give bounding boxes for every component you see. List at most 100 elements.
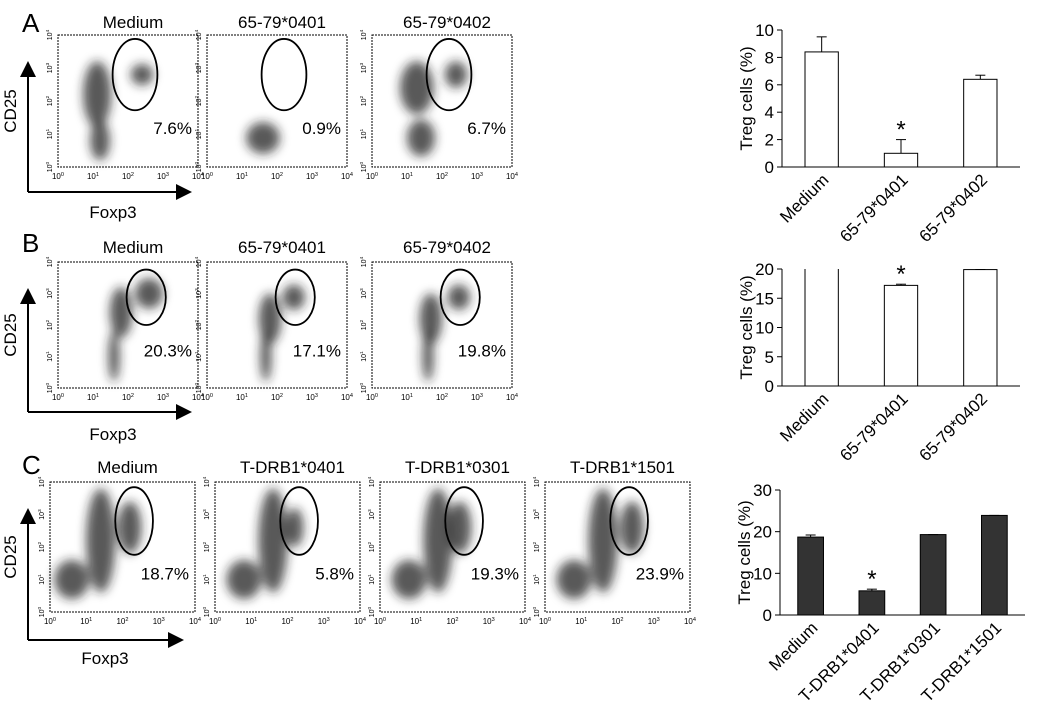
- gate: [114, 486, 154, 556]
- tick-base: 10: [52, 172, 61, 181]
- flow-tick-label: 104: [367, 476, 376, 487]
- tick-base: 10: [369, 512, 376, 520]
- tick-exponent: 3: [315, 393, 318, 399]
- flow-tick-label: 101: [80, 617, 92, 626]
- tick-base: 10: [306, 393, 315, 402]
- cell-cloud: [419, 293, 442, 344]
- tick-base: 10: [47, 131, 54, 139]
- flow-tick-label: 103: [157, 393, 169, 402]
- flow-tick-label: 101: [87, 393, 99, 402]
- flow-tick-label: 103: [359, 288, 368, 299]
- tick-exponent: 1: [202, 574, 208, 577]
- significance-mark: *: [896, 261, 905, 288]
- tick-base: 10: [534, 609, 541, 617]
- cell-density: [54, 488, 142, 599]
- y-tick-label: 10: [755, 319, 774, 338]
- tick-base: 10: [361, 291, 368, 299]
- cell-cloud: [400, 61, 434, 115]
- tick-base: 10: [361, 322, 368, 330]
- tick-exponent: 4: [515, 393, 518, 399]
- tick-base: 10: [192, 172, 201, 181]
- tick-base: 10: [401, 393, 410, 402]
- x-tick-label: Medium: [765, 618, 821, 674]
- tick-exponent: 0: [210, 172, 213, 178]
- tick-exponent: 1: [359, 351, 365, 354]
- flow-tick-label: 100: [209, 617, 221, 626]
- tick-base: 10: [196, 98, 203, 106]
- flow-tick-label: 100: [52, 172, 64, 181]
- cell-cloud: [556, 560, 592, 599]
- flow-tick-label: 104: [684, 617, 696, 626]
- tick-exponent: 2: [359, 319, 365, 322]
- cell-cloud: [226, 560, 262, 599]
- flow-tick-label: 101: [194, 351, 203, 362]
- tick-exponent: 1: [532, 574, 538, 577]
- flow-tick-label: 102: [532, 541, 541, 552]
- x-axis-label: Foxp3: [89, 425, 136, 444]
- gate-percent: 6.7%: [467, 119, 506, 138]
- tick-base: 10: [39, 479, 46, 487]
- y-tick-label: 0: [765, 377, 774, 396]
- tick-base: 10: [534, 577, 541, 585]
- tick-exponent: 1: [584, 617, 587, 623]
- flow-tick-label: 103: [194, 288, 203, 299]
- flow-tick-label: 101: [236, 172, 248, 181]
- flow-tick-label: 103: [37, 509, 46, 520]
- x-tick-label: 65-79*0402: [916, 389, 992, 465]
- flow-tick-label: 103: [648, 617, 660, 626]
- tick-exponent: 2: [359, 95, 365, 98]
- flow-tick-label: 104: [194, 29, 203, 40]
- tick-base: 10: [47, 32, 54, 40]
- tick-exponent: 3: [492, 617, 495, 623]
- flow-tick-label: 101: [45, 351, 54, 362]
- cell-cloud: [246, 122, 280, 154]
- plot-title: 65-79*0401: [238, 13, 326, 32]
- gate-percent: 7.6%: [153, 119, 192, 138]
- tick-exponent: 4: [363, 617, 366, 623]
- cell-cloud: [260, 331, 272, 382]
- flow-tick-label: 103: [359, 62, 368, 73]
- tick-base: 10: [410, 617, 419, 626]
- flow-tick-label: 100: [539, 617, 551, 626]
- tick-base: 10: [47, 291, 54, 299]
- tick-base: 10: [196, 354, 203, 362]
- flow-tick-label: 103: [471, 172, 483, 181]
- bar: [883, 152, 919, 167]
- plot-title: 65-79*0402: [403, 238, 491, 257]
- tick-base: 10: [361, 164, 368, 172]
- tick-base: 10: [684, 617, 693, 626]
- tick-exponent: 1: [45, 128, 51, 131]
- tick-exponent: 3: [359, 288, 365, 291]
- gate-percent: 20.3%: [144, 342, 192, 361]
- tick-base: 10: [204, 512, 211, 520]
- flow-tick-label: 104: [192, 393, 204, 402]
- tick-exponent: 2: [131, 393, 134, 399]
- tick-base: 10: [204, 479, 211, 487]
- tick-base: 10: [47, 385, 54, 393]
- tick-exponent: 0: [210, 393, 213, 399]
- tick-base: 10: [575, 617, 584, 626]
- flow-tick-label: 104: [506, 172, 518, 181]
- tick-base: 10: [201, 393, 210, 402]
- y-tick-label: 10: [755, 21, 774, 40]
- gate: [279, 486, 319, 556]
- flow-tick-label: 103: [45, 62, 54, 73]
- flow-tick-label: 104: [189, 617, 201, 626]
- tick-exponent: 4: [693, 617, 696, 623]
- bar: [797, 536, 824, 615]
- y-tick-label: 0: [763, 606, 772, 625]
- cell-cloud: [135, 278, 163, 309]
- flow-tick-label: 102: [436, 393, 448, 402]
- tick-base: 10: [471, 393, 480, 402]
- tick-base: 10: [361, 65, 368, 73]
- x-axis-label: Foxp3: [89, 203, 136, 222]
- flow-tick-label: 103: [306, 393, 318, 402]
- tick-base: 10: [157, 393, 166, 402]
- tick-exponent: 0: [45, 382, 51, 385]
- flow-tick-label: 101: [401, 172, 413, 181]
- tick-exponent: 4: [198, 617, 201, 623]
- flow-tick-label: 102: [194, 95, 203, 106]
- cell-density: [258, 284, 305, 382]
- tick-base: 10: [47, 164, 54, 172]
- tick-exponent: 4: [367, 476, 373, 479]
